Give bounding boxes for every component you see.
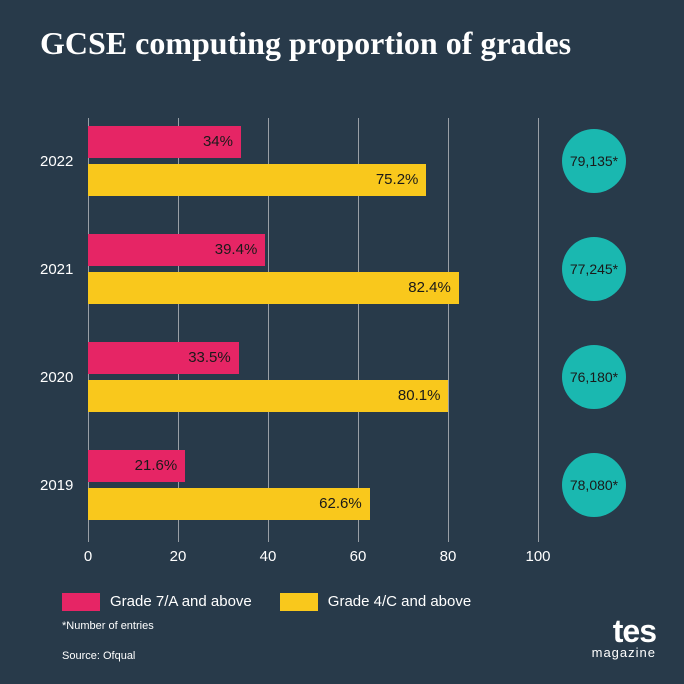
title-text: GCSE computing proportion of grades [40,25,571,61]
brand-logo: tes magazine [592,619,656,660]
legend-swatch-grade4c [280,593,318,611]
x-tick-label: 60 [350,548,367,565]
x-tick-label: 80 [440,548,457,565]
entries-bubble: 77,245* [562,237,626,301]
bar-label: 21.6% [135,450,178,482]
bar-grade7a: 21.6% [88,450,185,482]
x-tick-label: 0 [84,548,92,565]
chart-title: GCSE computing proportion of grades [40,25,571,62]
entries-bubble: 79,135* [562,129,626,193]
year-label: 2019 [40,477,80,494]
logo-line1: tes [592,619,656,645]
legend-swatch-grade7a [62,593,100,611]
year-label: 2020 [40,369,80,386]
bar-grade7a: 33.5% [88,342,239,374]
legend-label-grade4c: Grade 4/C and above [328,593,471,610]
bar-label: 62.6% [319,488,362,520]
legend-item-grade4c: Grade 4/C and above [280,593,471,611]
bar-label: 82.4% [408,272,451,304]
legend-label-grade7a: Grade 7/A and above [110,593,252,610]
x-tick-label: 40 [260,548,277,565]
source-label: Source: Ofqual [62,650,135,662]
bar-label: 80.1% [398,380,441,412]
bar-grade4c: 82.4% [88,272,459,304]
entries-bubble: 78,080* [562,453,626,517]
bar-grade4c: 62.6% [88,488,370,520]
year-label: 2021 [40,261,80,278]
bar-label: 34% [203,126,233,158]
x-tick-label: 100 [525,548,550,565]
footnote: *Number of entries [62,620,154,632]
year-label: 2022 [40,153,80,170]
bar-label: 33.5% [188,342,231,374]
legend-item-grade7a: Grade 7/A and above [62,593,252,611]
x-tick-label: 20 [170,548,187,565]
bar-grade4c: 80.1% [88,380,448,412]
bar-grade7a: 34% [88,126,241,158]
bar-grade7a: 39.4% [88,234,265,266]
bar-label: 39.4% [215,234,258,266]
gridline [538,118,539,542]
bar-grade4c: 75.2% [88,164,426,196]
legend: Grade 7/A and above Grade 4/C and above [62,593,471,611]
logo-line2: magazine [592,645,656,660]
bar-label: 75.2% [376,164,419,196]
entries-bubble: 76,180* [562,345,626,409]
gridline [448,118,449,542]
plot-area: 34% 75.2% 39.4% 82.4% 33.5% 80.1% 21.6% 62.6% [88,118,538,542]
chart-area: 34% 75.2% 39.4% 82.4% 33.5% 80.1% 21.6% 62.6% 2… [40,118,644,568]
